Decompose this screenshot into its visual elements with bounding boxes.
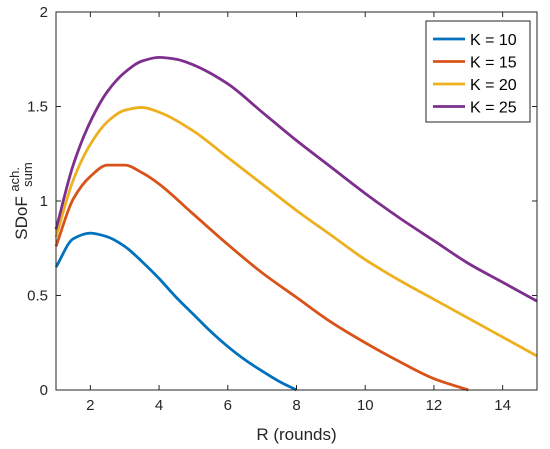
y-tick-label: 0.5 bbox=[27, 288, 48, 305]
tick-layer: 2 4 6 8 10 12 14 0 0.5 1 1.5 2 bbox=[27, 4, 537, 414]
y-axis-label-subscript: sum bbox=[20, 162, 35, 187]
legend-item-k10: K = 10 bbox=[433, 32, 517, 49]
series-line-k15 bbox=[54, 163, 469, 392]
x-tick-label: 14 bbox=[494, 397, 511, 414]
y-tick-label: 2 bbox=[40, 4, 48, 21]
y-tick-label: 1.5 bbox=[27, 99, 48, 116]
legend-item-k15: K = 15 bbox=[433, 55, 517, 72]
legend: K = 10 K = 15 K = 20 K = 25 bbox=[425, 20, 531, 123]
y-axis-label-superscript: ach. bbox=[7, 167, 22, 192]
legend-item-k25: K = 25 bbox=[433, 100, 517, 117]
y-axis-label: SDoF ach. sum bbox=[4, 162, 35, 240]
x-tick-label: 12 bbox=[426, 397, 443, 414]
plot-frame bbox=[55, 11, 538, 391]
y-tick-label: 1 bbox=[40, 193, 48, 210]
x-tick-label: 8 bbox=[292, 397, 300, 414]
legend-label: K = 25 bbox=[470, 100, 517, 117]
series-line-k10 bbox=[54, 231, 298, 392]
x-tick-label: 2 bbox=[86, 397, 94, 414]
series-line-k20 bbox=[54, 106, 538, 358]
legend-label: K = 20 bbox=[470, 77, 517, 94]
legend-label: K = 15 bbox=[470, 55, 517, 72]
legend-items: K = 10 K = 15 K = 20 K = 25 bbox=[433, 32, 517, 117]
x-tick-label: 4 bbox=[155, 397, 163, 414]
y-axis-label-main: SDoF bbox=[12, 196, 31, 239]
x-tick-label: 6 bbox=[224, 397, 232, 414]
x-axis-label: R (rounds) bbox=[256, 425, 336, 444]
y-tick-label: 0 bbox=[40, 382, 48, 399]
legend-item-k20: K = 20 bbox=[433, 77, 517, 94]
legend-label: K = 10 bbox=[470, 32, 517, 49]
series-layer bbox=[54, 55, 538, 392]
series-line-k25 bbox=[54, 55, 538, 303]
x-tick-label: 10 bbox=[357, 397, 374, 414]
